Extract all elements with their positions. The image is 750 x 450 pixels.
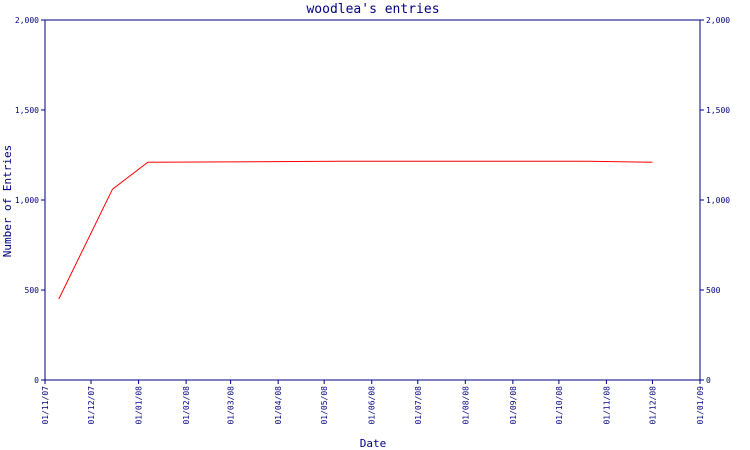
x-tick-label: 01/11/07 bbox=[41, 386, 50, 425]
chart-marks: 0 0 500 500 1,000 1,000 1,500 1,500 2,000 2,000 01… bbox=[15, 16, 730, 425]
x-tick-label: 01/12/08 bbox=[648, 386, 657, 425]
x-tick-label: 01/10/08 bbox=[555, 386, 564, 425]
y-tick-label-right: 1,000 bbox=[706, 196, 730, 205]
x-tick-label: 01/04/08 bbox=[274, 386, 283, 425]
plot-frame bbox=[44, 19, 701, 381]
x-tick-label: 01/01/09 bbox=[696, 386, 705, 425]
series-line bbox=[58, 160, 653, 300]
x-tick-label: 01/11/08 bbox=[602, 386, 611, 425]
x-tick-label: 01/06/08 bbox=[368, 386, 377, 425]
y-tick-label-left: 0 bbox=[34, 376, 39, 385]
chart-title: woodlea's entries bbox=[306, 2, 439, 17]
x-tick-label: 01/01/08 bbox=[135, 386, 144, 425]
y-tick-label-left: 2,000 bbox=[15, 16, 39, 25]
x-tick-label: 01/12/07 bbox=[87, 386, 96, 425]
x-tick-label: 01/08/08 bbox=[461, 386, 470, 425]
x-tick-label: 01/02/08 bbox=[182, 386, 191, 425]
y-tick-label-right: 0 bbox=[706, 376, 711, 385]
y-axis-label: Number of Entries bbox=[1, 145, 14, 258]
y-tick-label-right: 2,000 bbox=[706, 16, 730, 25]
y-tick-label-left: 1,500 bbox=[15, 106, 39, 115]
y-tick-label-right: 1,500 bbox=[706, 106, 730, 115]
x-axis-label: Date bbox=[360, 437, 387, 450]
x-tick-label: 01/05/08 bbox=[320, 386, 329, 425]
x-tick-label: 01/03/08 bbox=[227, 386, 236, 425]
y-tick-label-right: 500 bbox=[706, 286, 721, 295]
y-tick-label-left: 1,000 bbox=[15, 196, 39, 205]
x-tick-label: 01/09/08 bbox=[509, 386, 518, 425]
x-tick-label: 01/07/08 bbox=[414, 386, 423, 425]
y-tick-label-left: 500 bbox=[25, 286, 40, 295]
